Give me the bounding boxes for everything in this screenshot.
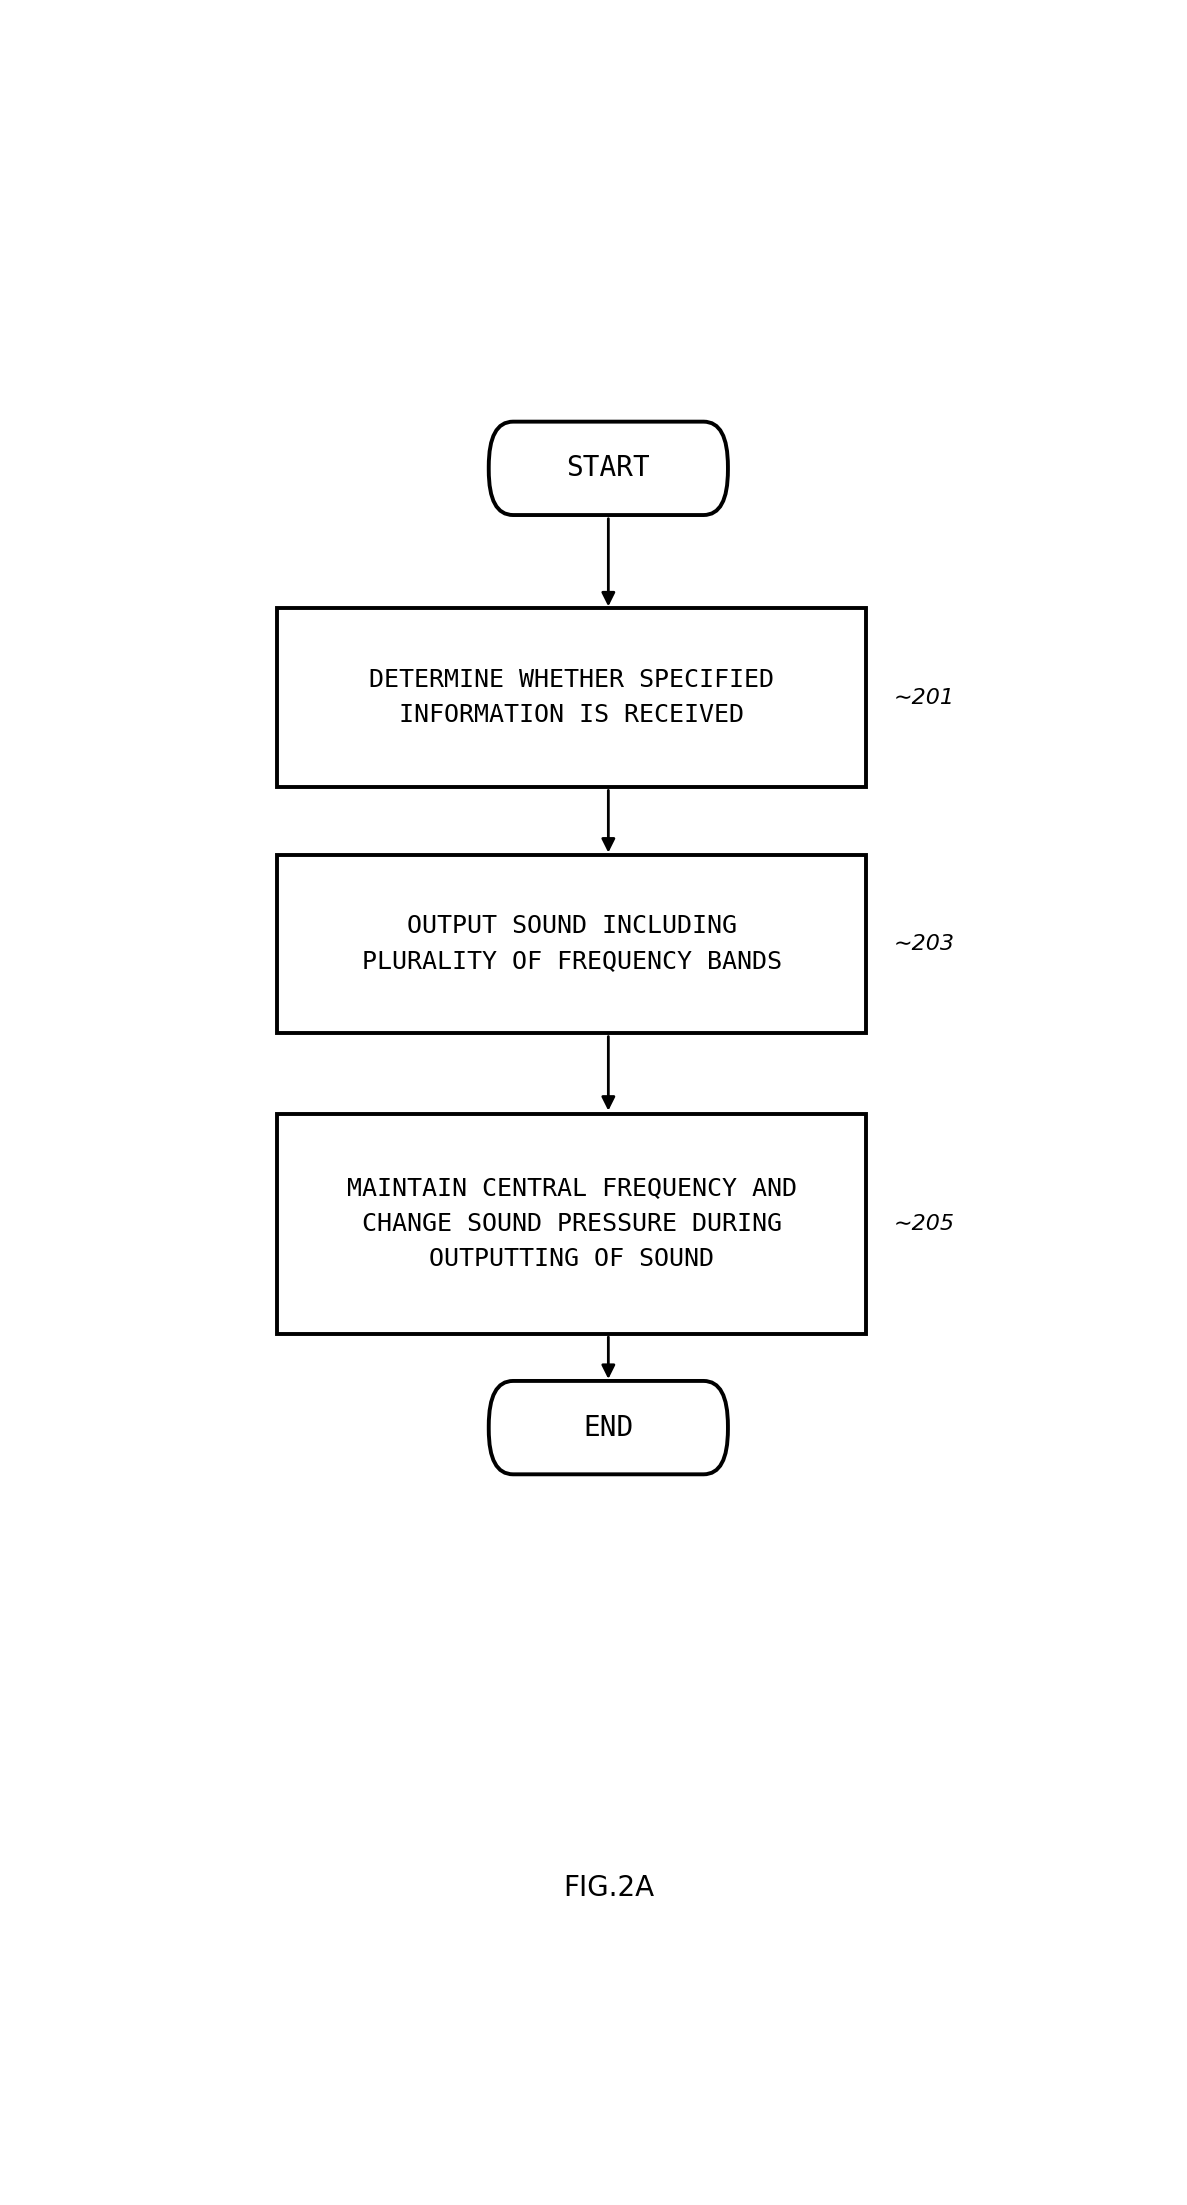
FancyBboxPatch shape bbox=[277, 1114, 867, 1334]
FancyBboxPatch shape bbox=[489, 421, 728, 516]
Text: OUTPUT SOUND INCLUDING
PLURALITY OF FREQUENCY BANDS: OUTPUT SOUND INCLUDING PLURALITY OF FREQ… bbox=[362, 915, 781, 972]
Text: ∼203: ∼203 bbox=[894, 933, 954, 955]
Text: ∼205: ∼205 bbox=[894, 1215, 954, 1235]
Text: DETERMINE WHETHER SPECIFIED
INFORMATION IS RECEIVED: DETERMINE WHETHER SPECIFIED INFORMATION … bbox=[369, 668, 774, 728]
Text: MAINTAIN CENTRAL FREQUENCY AND
CHANGE SOUND PRESSURE DURING
OUTPUTTING OF SOUND: MAINTAIN CENTRAL FREQUENCY AND CHANGE SO… bbox=[347, 1177, 796, 1272]
Text: ∼201: ∼201 bbox=[894, 688, 954, 708]
Text: END: END bbox=[583, 1413, 634, 1442]
FancyBboxPatch shape bbox=[489, 1380, 728, 1475]
Text: START: START bbox=[566, 454, 650, 483]
FancyBboxPatch shape bbox=[277, 856, 867, 1032]
Text: FIG.2A: FIG.2A bbox=[563, 1874, 654, 1901]
FancyBboxPatch shape bbox=[277, 609, 867, 787]
